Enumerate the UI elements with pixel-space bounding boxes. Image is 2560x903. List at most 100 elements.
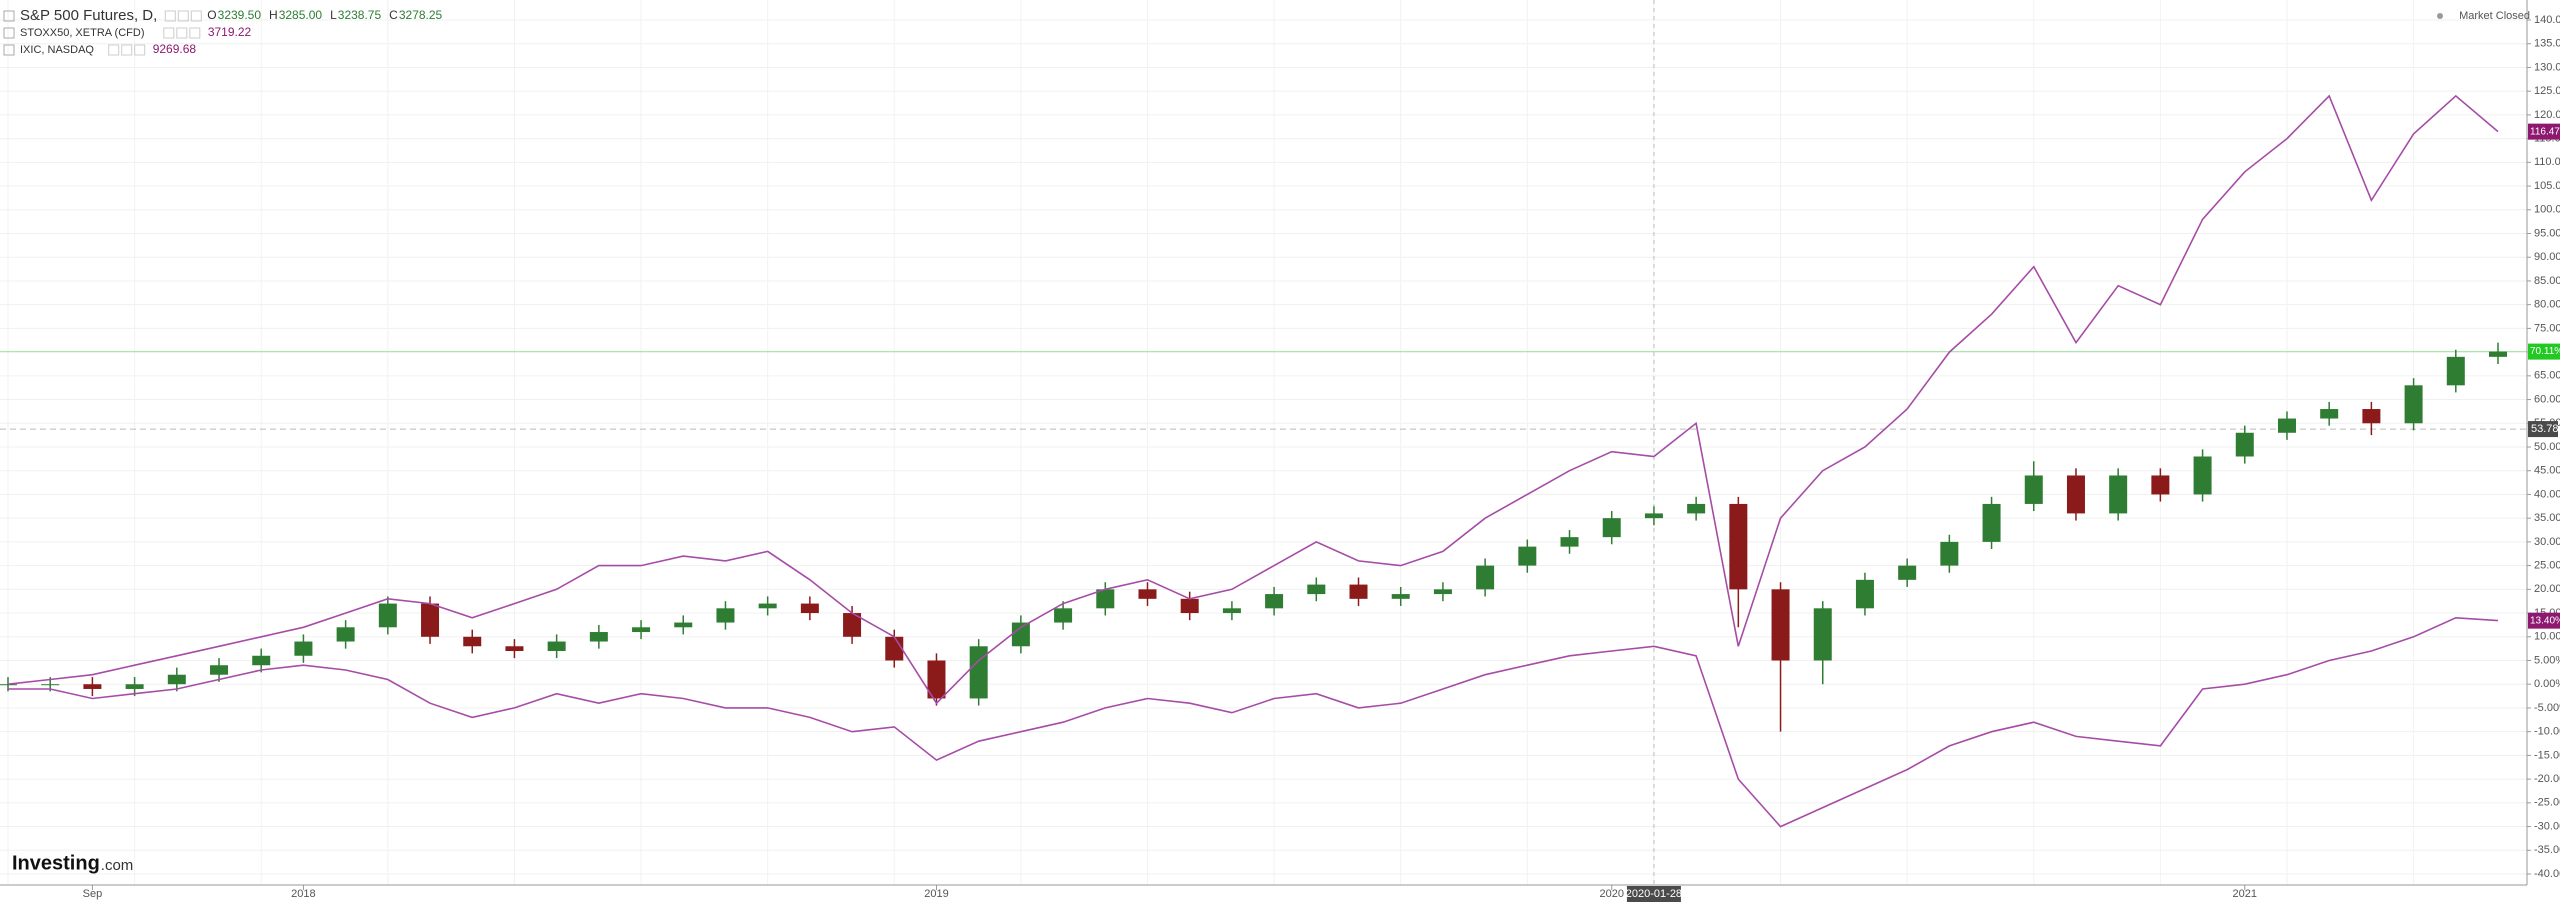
candle-body <box>2151 475 2170 495</box>
y-tick-label: -10.00% <box>2534 726 2560 738</box>
candle-body <box>1602 518 1621 538</box>
candle-body <box>2446 356 2465 386</box>
legend-icon[interactable] <box>176 27 188 39</box>
y-tick-label: 10.00% <box>2534 631 2560 643</box>
legend-toggle[interactable] <box>3 27 15 39</box>
candle-body <box>167 674 186 685</box>
candle-body <box>632 627 651 633</box>
quote-key: O <box>207 8 216 22</box>
candle-body <box>927 660 946 699</box>
y-tick-label: 80.00% <box>2534 299 2560 311</box>
y-tick-label: 45.00% <box>2534 465 2560 477</box>
candle-body <box>421 603 440 637</box>
line-series <box>7 94 2499 705</box>
candle-body <box>885 636 904 661</box>
y-tick-label: 90.00% <box>2534 251 2560 263</box>
y-tick-label: 5.00% <box>2534 654 2560 666</box>
candle-body <box>2193 456 2212 495</box>
candle-body <box>1138 589 1157 599</box>
y-tick-label: 30.00% <box>2534 536 2560 548</box>
candle-body <box>800 603 819 614</box>
candle-body <box>969 646 988 699</box>
candle-body <box>2277 418 2296 433</box>
candle-body <box>1265 594 1284 609</box>
candle-body <box>1771 589 1790 661</box>
candle-body <box>1433 589 1452 595</box>
candle-body <box>589 632 608 642</box>
candle-body <box>41 684 60 686</box>
legend-name[interactable]: STOXX50, XETRA (CFD) <box>20 27 145 39</box>
candle-body <box>210 665 229 675</box>
candle-body <box>2024 475 2043 504</box>
legend-icon[interactable] <box>177 10 189 22</box>
candle-body <box>674 622 693 628</box>
candle-body <box>547 641 566 652</box>
candle-body <box>1518 546 1537 566</box>
legend-toggle[interactable] <box>3 44 15 56</box>
candle-body <box>378 603 397 628</box>
candle-body <box>294 641 313 656</box>
y-tick-label: -35.00% <box>2534 844 2560 856</box>
quote-value: 3238.75 <box>338 8 382 22</box>
x-tick-label: 2018 <box>291 888 315 900</box>
legend-icon[interactable] <box>163 27 175 39</box>
y-tick-label: 95.00% <box>2534 227 2560 239</box>
y-tick-label: 105.00% <box>2534 180 2560 192</box>
candle-body <box>2235 432 2254 457</box>
candle-body <box>125 684 144 689</box>
legend-toggle[interactable] <box>3 10 15 22</box>
y-tick-label: -20.00% <box>2534 773 2560 785</box>
y-tick-label: 0.00% <box>2534 678 2560 690</box>
y-tick-label: 85.00% <box>2534 275 2560 287</box>
legend-icon[interactable] <box>164 10 176 22</box>
candle-body <box>2066 475 2085 514</box>
quote-key: L <box>330 8 337 22</box>
legend-icon[interactable] <box>190 10 202 22</box>
y-tick-label: 130.00% <box>2534 61 2560 73</box>
candle-body <box>2109 475 2128 514</box>
candle-body <box>1982 503 2001 542</box>
legend-name[interactable]: S&P 500 Futures, D, <box>20 7 157 24</box>
candle-body <box>1898 565 1917 580</box>
legend-name[interactable]: IXIC, NASDAQ <box>20 44 94 56</box>
candle-body <box>1644 513 1663 519</box>
y-tick-label: -40.00% <box>2534 868 2560 880</box>
y-tick-label: 50.00% <box>2534 441 2560 453</box>
y-tick-label: -25.00% <box>2534 797 2560 809</box>
candle-body <box>843 613 862 637</box>
candle-body <box>1813 608 1832 661</box>
legend-icon[interactable] <box>189 27 201 39</box>
candle-body <box>1940 541 1959 566</box>
candle-body <box>2320 409 2339 419</box>
legend: S&P 500 Futures, D, O 3239.50 H 3285.00 L 3238… <box>3 7 443 56</box>
legend-icon[interactable] <box>134 44 146 56</box>
candle-body <box>1855 579 1874 609</box>
y-tick-label: 125.00% <box>2534 85 2560 97</box>
candle-body <box>1729 503 1748 590</box>
y-tick-label: 110.00% <box>2534 156 2560 168</box>
candle-body <box>1391 594 1410 599</box>
last-value-badge <box>2528 612 2560 629</box>
brand-suffix: .com <box>101 857 134 874</box>
legend-icon[interactable] <box>108 44 120 56</box>
candle-body <box>336 627 355 642</box>
quote-value: 3239.50 <box>218 8 262 22</box>
status-dot <box>2437 13 2443 19</box>
crosshair-date: 2020-01-28 <box>1626 888 1682 900</box>
y-tick-label: 60.00% <box>2534 393 2560 405</box>
x-tick-label: Sep <box>83 888 103 900</box>
candle-body <box>2489 351 2507 357</box>
candle-body <box>1307 584 1326 595</box>
candle-body <box>463 636 482 647</box>
x-tick-label: 2021 <box>2233 888 2257 900</box>
candle-body <box>83 684 102 689</box>
candle-body <box>1476 565 1495 590</box>
legend-icon[interactable] <box>121 44 133 56</box>
candle-body <box>2404 385 2423 424</box>
y-tick-label: 75.00% <box>2534 322 2560 334</box>
crosshair-value-box <box>2528 421 2558 438</box>
y-tick-label: 25.00% <box>2534 560 2560 572</box>
candle-body <box>2362 409 2381 424</box>
candle-body <box>1349 584 1368 599</box>
